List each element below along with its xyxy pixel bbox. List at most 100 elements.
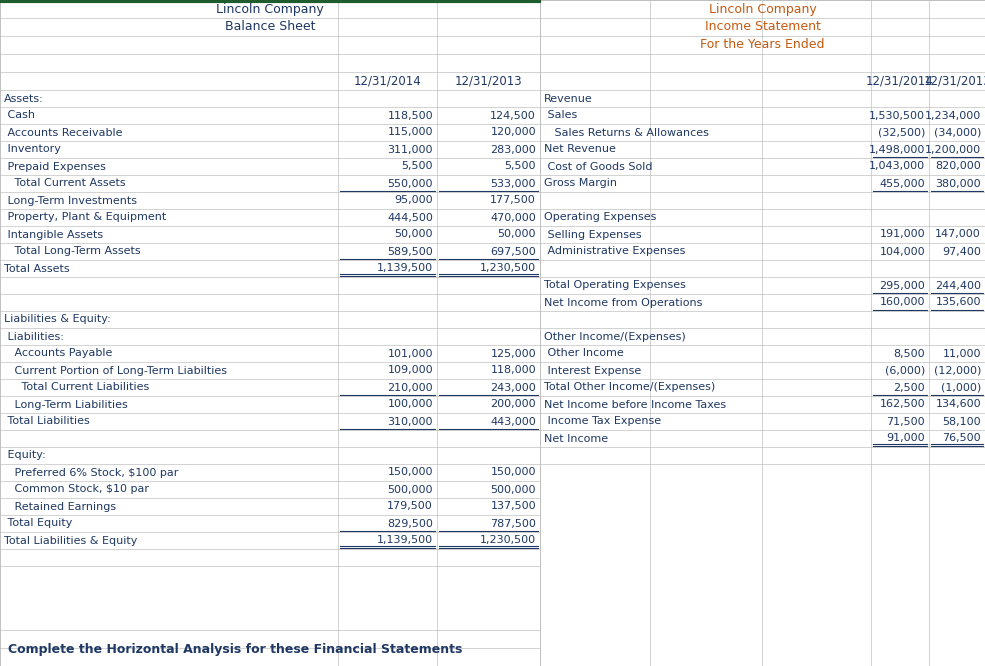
Text: 177,500: 177,500	[491, 196, 536, 206]
Text: 76,500: 76,500	[943, 434, 981, 444]
Text: Liabilities:: Liabilities:	[4, 332, 64, 342]
Text: 210,000: 210,000	[387, 382, 433, 392]
Bar	[540, 0, 985, 666]
Text: Accounts Receivable: Accounts Receivable	[4, 127, 122, 137]
Text: For the Years Ended: For the Years Ended	[700, 39, 824, 51]
Text: 1,230,500: 1,230,500	[480, 264, 536, 274]
Text: 137,500: 137,500	[491, 501, 536, 511]
Text: Total Assets: Total Assets	[4, 264, 70, 274]
Text: Other Income/(Expenses): Other Income/(Expenses)	[544, 332, 686, 342]
Text: Other Income: Other Income	[544, 348, 624, 358]
Text: Cash: Cash	[4, 111, 35, 121]
Text: Administrative Expenses: Administrative Expenses	[544, 246, 686, 256]
Text: Net Income from Operations: Net Income from Operations	[544, 298, 702, 308]
Text: 12/31/2013: 12/31/2013	[455, 75, 522, 87]
Text: Gross Margin: Gross Margin	[544, 178, 617, 188]
Text: Intangible Assets: Intangible Assets	[4, 230, 103, 240]
Text: 787,500: 787,500	[491, 519, 536, 529]
Text: (12,000): (12,000)	[934, 366, 981, 376]
Text: 200,000: 200,000	[491, 400, 536, 410]
Text: Net Income: Net Income	[544, 434, 608, 444]
Text: 1,139,500: 1,139,500	[377, 535, 433, 545]
Text: 12/31/2014: 12/31/2014	[866, 75, 934, 87]
Text: 5,500: 5,500	[402, 161, 433, 172]
Text: Balance Sheet: Balance Sheet	[225, 21, 315, 33]
Text: 444,500: 444,500	[387, 212, 433, 222]
Text: Total Operating Expenses: Total Operating Expenses	[544, 280, 686, 290]
Bar	[0, 0, 540, 666]
Text: 150,000: 150,000	[491, 468, 536, 478]
Text: Interest Expense: Interest Expense	[544, 366, 641, 376]
Text: Inventory: Inventory	[4, 145, 61, 155]
Text: Revenue: Revenue	[544, 93, 593, 103]
Text: 829,500: 829,500	[387, 519, 433, 529]
Text: Retained Earnings: Retained Earnings	[4, 501, 116, 511]
Text: Long-Term Investments: Long-Term Investments	[4, 196, 137, 206]
Text: (1,000): (1,000)	[941, 382, 981, 392]
Text: 71,500: 71,500	[886, 416, 925, 426]
Text: 470,000: 470,000	[491, 212, 536, 222]
Text: 589,500: 589,500	[387, 246, 433, 256]
Text: 162,500: 162,500	[880, 400, 925, 410]
Text: 1,530,500: 1,530,500	[869, 111, 925, 121]
Text: Lincoln Company: Lincoln Company	[708, 3, 817, 15]
Text: 295,000: 295,000	[880, 280, 925, 290]
Text: 118,500: 118,500	[387, 111, 433, 121]
Text: 311,000: 311,000	[387, 145, 433, 155]
Text: 283,000: 283,000	[491, 145, 536, 155]
Text: (34,000): (34,000)	[934, 127, 981, 137]
Text: Total Current Assets: Total Current Assets	[4, 178, 126, 188]
Text: 101,000: 101,000	[387, 348, 433, 358]
Text: 1,139,500: 1,139,500	[377, 264, 433, 274]
Text: 134,600: 134,600	[936, 400, 981, 410]
Text: 120,000: 120,000	[491, 127, 536, 137]
Text: Net Income before Income Taxes: Net Income before Income Taxes	[544, 400, 726, 410]
Text: 244,400: 244,400	[935, 280, 981, 290]
Text: 160,000: 160,000	[880, 298, 925, 308]
Text: 243,000: 243,000	[491, 382, 536, 392]
Text: 50,000: 50,000	[395, 230, 433, 240]
Text: 97,400: 97,400	[942, 246, 981, 256]
Text: 1,498,000: 1,498,000	[869, 145, 925, 155]
Text: 12/31/2014: 12/31/2014	[354, 75, 422, 87]
Text: 820,000: 820,000	[935, 161, 981, 172]
Text: Total Liabilities & Equity: Total Liabilities & Equity	[4, 535, 137, 545]
Text: Total Other Income/(Expenses): Total Other Income/(Expenses)	[544, 382, 715, 392]
Text: 118,000: 118,000	[491, 366, 536, 376]
Text: 1,200,000: 1,200,000	[925, 145, 981, 155]
Text: 380,000: 380,000	[936, 178, 981, 188]
Text: 11,000: 11,000	[943, 348, 981, 358]
Text: 1,234,000: 1,234,000	[925, 111, 981, 121]
Text: 150,000: 150,000	[387, 468, 433, 478]
Text: 115,000: 115,000	[387, 127, 433, 137]
Text: 100,000: 100,000	[387, 400, 433, 410]
Text: 533,000: 533,000	[491, 178, 536, 188]
Text: 8,500: 8,500	[893, 348, 925, 358]
Text: 124,500: 124,500	[491, 111, 536, 121]
Text: Operating Expenses: Operating Expenses	[544, 212, 656, 222]
Text: 500,000: 500,000	[491, 484, 536, 494]
Text: 125,000: 125,000	[491, 348, 536, 358]
Text: Total Current Liabilities: Total Current Liabilities	[4, 382, 150, 392]
Text: Net Revenue: Net Revenue	[544, 145, 616, 155]
Text: 135,600: 135,600	[936, 298, 981, 308]
Text: Lincoln Company: Lincoln Company	[216, 3, 324, 15]
Text: 310,000: 310,000	[387, 416, 433, 426]
Text: 1,043,000: 1,043,000	[869, 161, 925, 172]
Text: 191,000: 191,000	[880, 230, 925, 240]
Text: 1,230,500: 1,230,500	[480, 535, 536, 545]
Text: 50,000: 50,000	[497, 230, 536, 240]
Text: Selling Expenses: Selling Expenses	[544, 230, 641, 240]
Text: Long-Term Liabilities: Long-Term Liabilities	[4, 400, 128, 410]
Text: 109,000: 109,000	[387, 366, 433, 376]
Text: Income Tax Expense: Income Tax Expense	[544, 416, 661, 426]
Text: 179,500: 179,500	[387, 501, 433, 511]
Text: 12/31/2013: 12/31/2013	[923, 75, 985, 87]
Text: Liabilities & Equity:: Liabilities & Equity:	[4, 314, 110, 324]
Text: 443,000: 443,000	[491, 416, 536, 426]
Text: (6,000): (6,000)	[885, 366, 925, 376]
Text: Complete the Horizontal Analysis for these Financial Statements: Complete the Horizontal Analysis for the…	[8, 643, 462, 657]
Text: Common Stock, $10 par: Common Stock, $10 par	[4, 484, 149, 494]
Text: Total Liabilities: Total Liabilities	[4, 416, 90, 426]
Text: Total Long-Term Assets: Total Long-Term Assets	[4, 246, 141, 256]
